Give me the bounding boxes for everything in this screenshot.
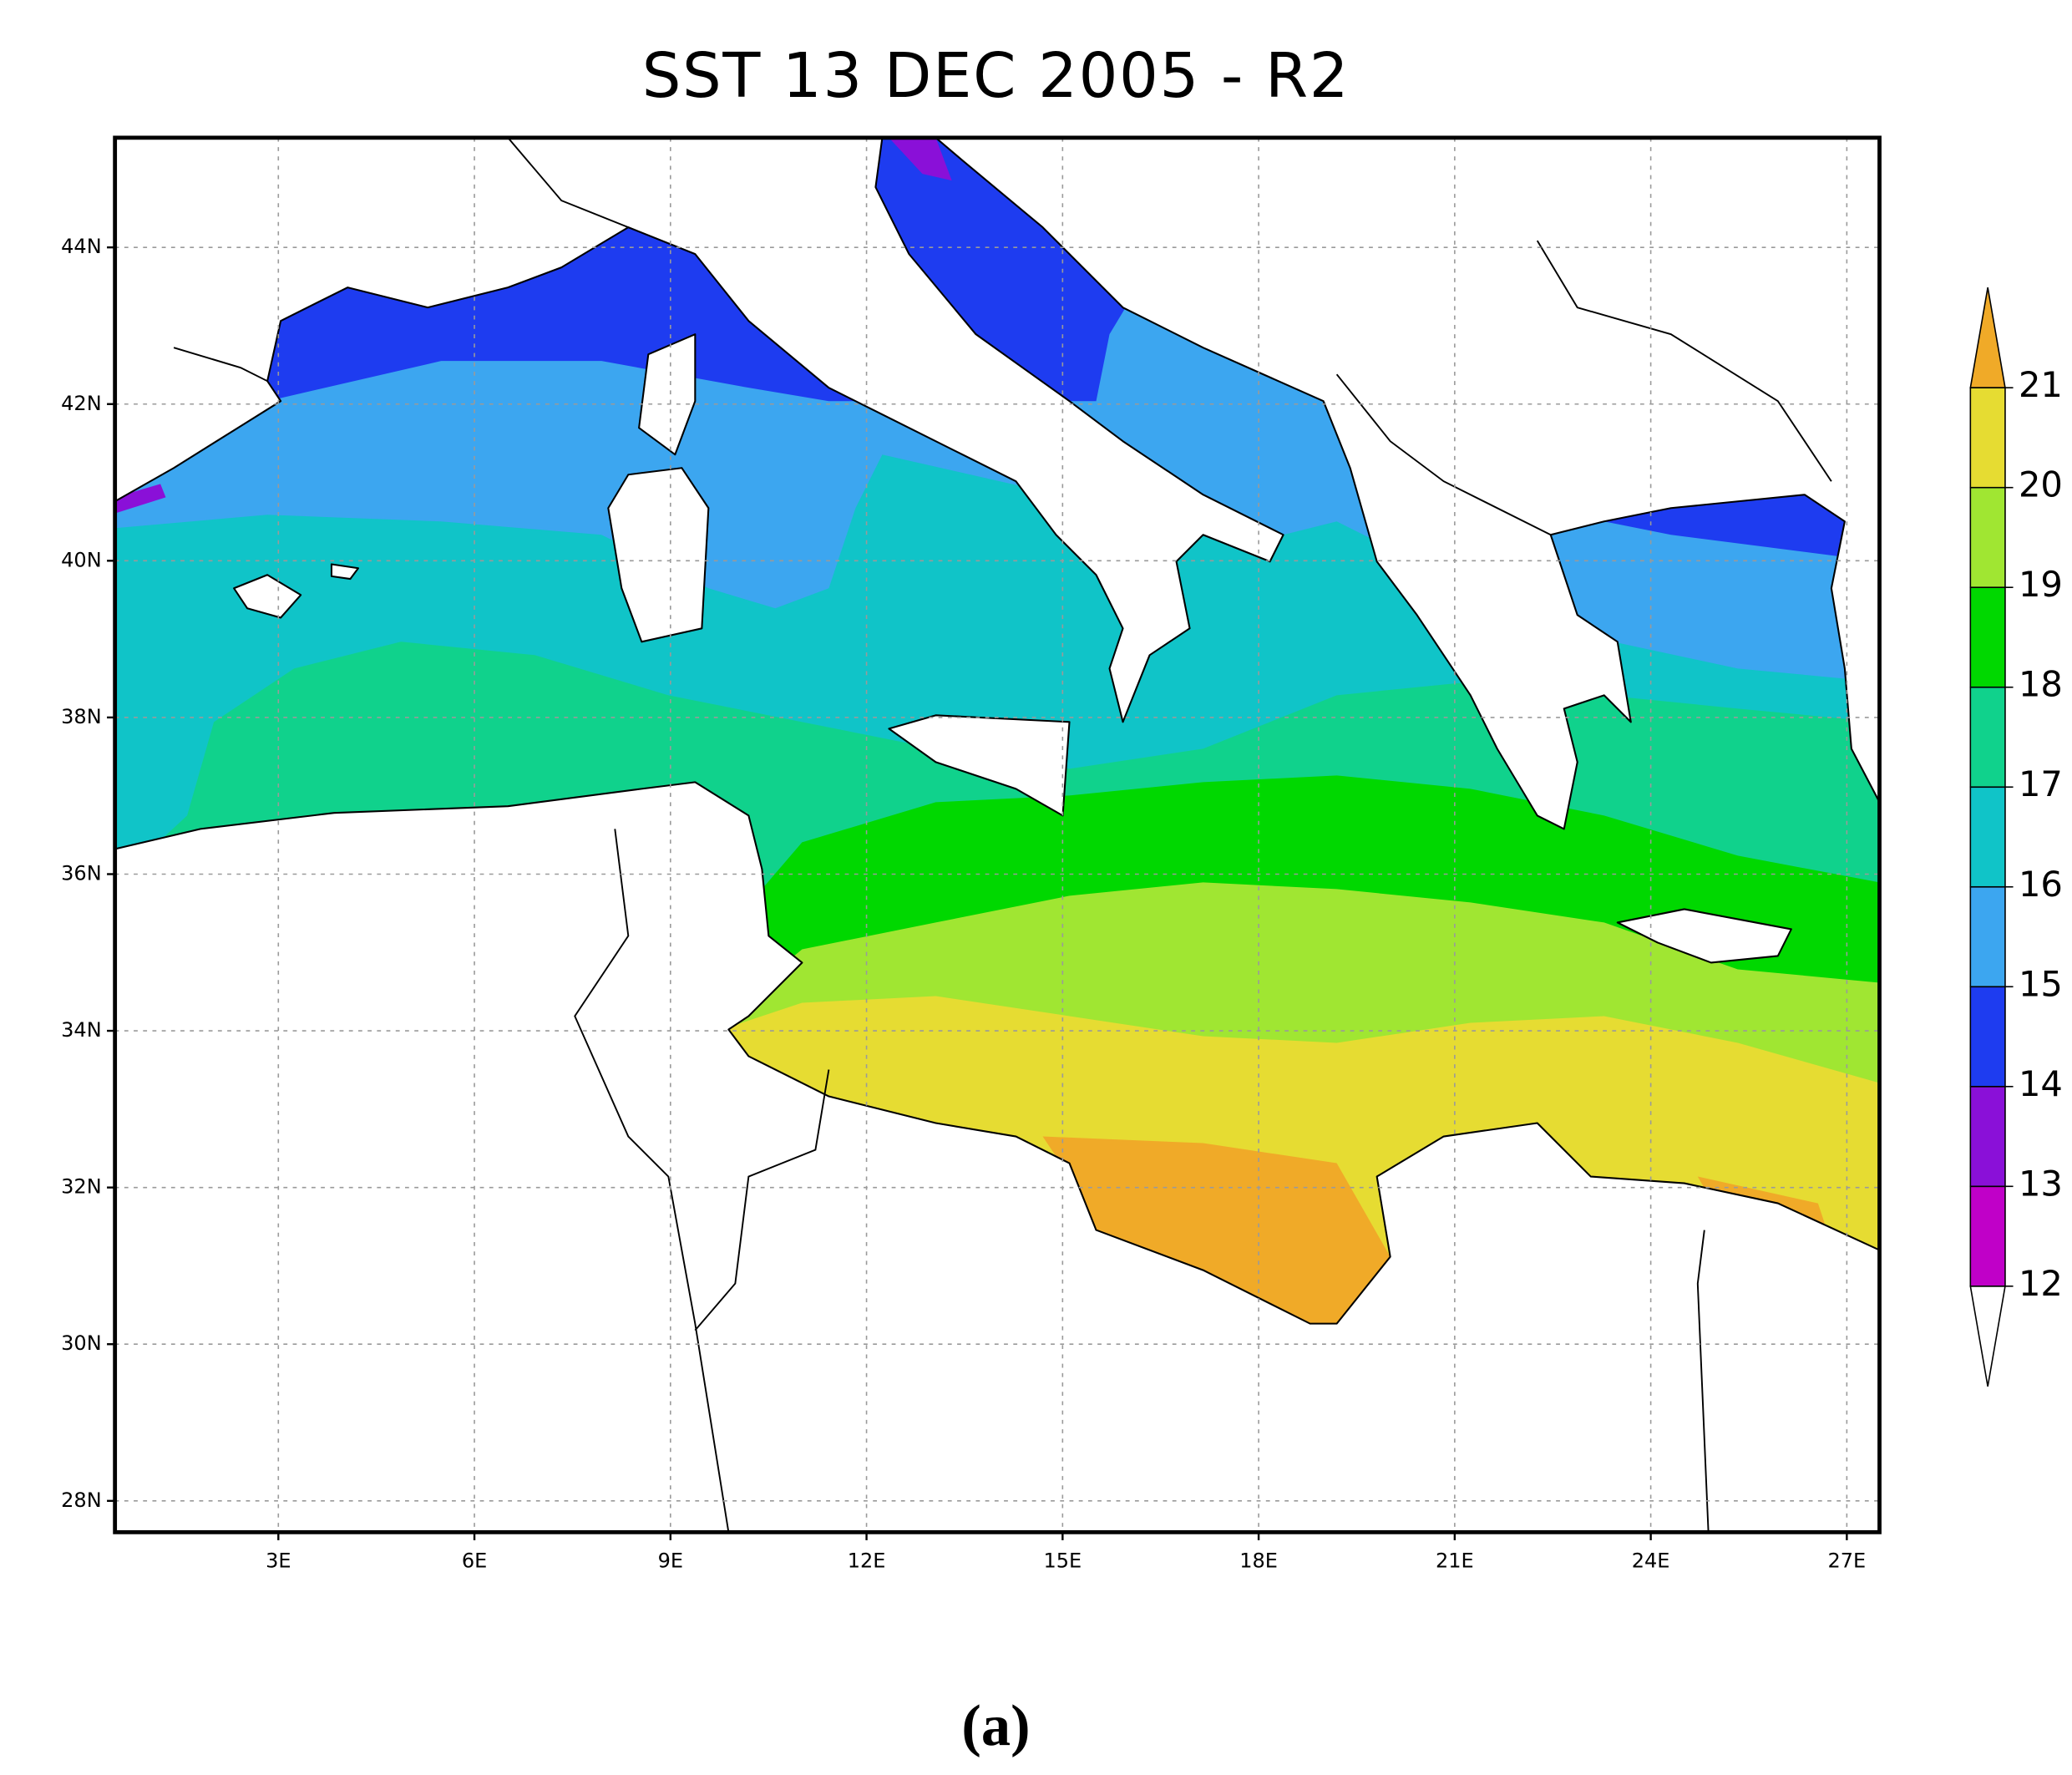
axes: 3E 6E 9E 12E 15E 18E 21E 24E 27E 28N 30N 32N 34N 36N 3… (61, 235, 1866, 1572)
sardinia (607, 467, 710, 643)
colorbar-label: 21 (2019, 364, 2063, 405)
map-title: SST 13 DEC 2005 - R2 (642, 41, 1350, 112)
colorbar-segment (1969, 1085, 2006, 1188)
y-tick-label: 42N (61, 392, 102, 415)
border (173, 347, 268, 383)
x-tick-label: 18E (1239, 1549, 1278, 1573)
balearic (330, 563, 360, 581)
x-tick-label: 6E (462, 1549, 487, 1573)
western-europe-italy (114, 137, 1284, 723)
border (1335, 373, 1552, 536)
border (1696, 1230, 1710, 1533)
x-tick-label: 24E (1632, 1549, 1670, 1573)
y-tick-label: 28N (61, 1488, 102, 1512)
border (1536, 240, 1832, 482)
colorbar-segment (1969, 486, 2006, 589)
colorbar-label: 13 (2019, 1163, 2063, 1204)
colorbar-segment (1969, 986, 2006, 1088)
x-tick-label: 21E (1436, 1549, 1474, 1573)
sst-band (889, 137, 952, 181)
x-tick-label: 15E (1043, 1549, 1082, 1573)
colorbar-segment (1969, 885, 2006, 988)
y-tick-label: 44N (61, 235, 102, 258)
corsica (638, 333, 697, 456)
y-tick-label: 30N (61, 1331, 102, 1355)
x-tick-label: 27E (1828, 1549, 1867, 1573)
colorbar: 12 13 14 15 16 17 18 19 20 21 (1969, 287, 2063, 1387)
plot-frame (113, 135, 1882, 1534)
colorbar-segment (1969, 586, 2006, 688)
border (694, 1069, 830, 1331)
colorbar-label: 17 (2019, 763, 2063, 804)
colorbar-segment (1969, 1185, 2006, 1287)
colorbar-segment (1969, 686, 2006, 789)
y-tick-label: 36N (61, 861, 102, 885)
y-tick-label: 40N (61, 548, 102, 571)
border (574, 829, 730, 1533)
colorbar-label: 15 (2019, 963, 2063, 1004)
x-tick-label: 12E (848, 1549, 886, 1573)
colorbar-label: 12 (2019, 1263, 2063, 1304)
colorbar-label: 16 (2019, 864, 2063, 905)
colorbar-label: 19 (2019, 564, 2063, 605)
colorbar-label: 20 (2019, 464, 2063, 505)
balearic (233, 574, 302, 619)
colorbar-segment (1969, 387, 2006, 489)
grid (114, 137, 1880, 1533)
colorbar-label: 18 (2019, 664, 2063, 705)
balkans-turkey (935, 137, 1880, 830)
x-tick-label: 3E (266, 1549, 291, 1573)
x-tick-label: 9E (658, 1549, 683, 1573)
map-area (114, 137, 1880, 1533)
y-tick-label: 34N (61, 1018, 102, 1042)
colorbar-extension (1969, 287, 2006, 388)
caption: (a) (961, 1693, 1030, 1758)
y-tick-label: 38N (61, 705, 102, 728)
sst-band (1042, 1136, 1391, 1324)
crete (1616, 908, 1792, 964)
sst-band (114, 484, 166, 514)
colorbar-segment (1969, 786, 2006, 888)
y-tick-label: 32N (61, 1175, 102, 1199)
colorbar-label: 14 (2019, 1063, 2063, 1104)
colorbar-extension (1969, 1286, 2006, 1387)
border (507, 137, 629, 228)
